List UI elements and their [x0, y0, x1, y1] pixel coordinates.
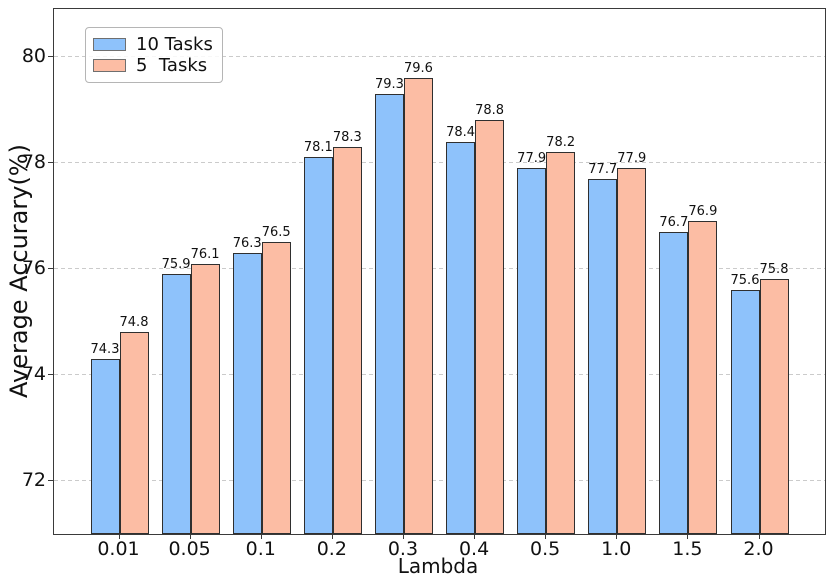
x-tick-label: 0.01	[97, 538, 140, 560]
bar-10-tasks	[517, 168, 547, 534]
x-tick-mark	[545, 534, 547, 539]
bar-10-tasks	[232, 252, 262, 534]
bar-10-tasks	[90, 359, 120, 534]
x-tick-label: 2.0	[743, 538, 774, 560]
bar-10-tasks	[303, 157, 333, 534]
bar-5-tasks	[688, 221, 718, 534]
bar-5-tasks	[617, 168, 647, 534]
bar-value-label: 78.8	[475, 103, 505, 119]
plot-area: 74.3 74.8 75.9 76.1 76.3 76.5 78.1 78.3 79.3 79.6…	[53, 8, 826, 535]
x-tick-label: 1.0	[601, 538, 632, 560]
y-tick-mark	[48, 373, 53, 375]
bar-value-label: 75.6	[730, 273, 760, 289]
x-tick-mark	[474, 534, 476, 539]
bar-5-tasks	[546, 152, 576, 534]
bar-value-label: 78.3	[332, 129, 362, 145]
x-tick-mark	[260, 534, 262, 539]
bar-value-label: 76.3	[232, 235, 262, 251]
legend-label: 5 Tasks	[136, 55, 208, 76]
x-tick-mark	[758, 534, 760, 539]
gridline	[54, 374, 825, 376]
y-tick-label: 78	[21, 150, 46, 173]
bar-value-label: 76.5	[261, 225, 291, 241]
bar-value-label: 78.4	[446, 124, 476, 140]
x-tick-mark	[118, 534, 120, 539]
x-tick-label: 1.5	[672, 538, 703, 560]
bar-5-tasks	[475, 120, 505, 534]
bar-10-tasks	[730, 290, 760, 534]
x-tick-mark	[616, 534, 618, 539]
bar-value-label: 78.1	[303, 140, 333, 156]
bar-5-tasks	[759, 279, 789, 534]
x-tick-mark	[402, 534, 404, 539]
bar-5-tasks	[119, 332, 149, 534]
legend-items: 10 Tasks 5 Tasks	[93, 34, 213, 76]
legend-item: 10 Tasks	[93, 34, 213, 55]
bar-value-label: 77.9	[617, 151, 647, 167]
bar-value-label: 76.9	[688, 204, 718, 220]
x-tick-mark	[331, 534, 333, 539]
y-tick-mark	[48, 161, 53, 163]
bar-value-label: 74.3	[90, 342, 120, 357]
y-tick-mark	[48, 55, 53, 57]
bar-value-label: 74.8	[119, 315, 149, 331]
x-tick-label: 0.5	[530, 538, 561, 560]
x-tick-mark	[687, 534, 689, 539]
bar-10-tasks	[659, 231, 689, 534]
x-tick-label: 0.4	[458, 538, 490, 560]
bar-value-label: 77.7	[588, 161, 618, 177]
bar-5-tasks	[190, 263, 220, 534]
y-tick-label: 72	[21, 468, 46, 491]
y-tick-mark	[48, 267, 53, 269]
y-tick-label: 74	[21, 362, 46, 385]
bar-5-tasks	[332, 146, 362, 534]
bar-5-tasks	[261, 242, 291, 534]
y-tick-mark	[48, 479, 53, 481]
gridline	[54, 162, 825, 164]
x-axis-label: Lambda	[397, 554, 479, 578]
bar-value-label: 78.2	[546, 135, 576, 151]
x-tick-label: 0.05	[168, 538, 211, 560]
bar-value-label: 77.9	[517, 151, 547, 167]
bar-5-tasks	[403, 77, 433, 534]
bar-10-tasks	[374, 93, 404, 534]
y-tick-label: 76	[21, 256, 46, 279]
gridline	[54, 268, 825, 270]
x-tick-label: 0.2	[316, 538, 347, 560]
gridline	[54, 480, 825, 482]
bar-value-label: 76.1	[190, 246, 220, 262]
y-tick-label: 80	[21, 44, 46, 67]
bar-10-tasks	[446, 141, 476, 534]
legend-swatch-icon	[93, 38, 126, 51]
legend-item: 5 Tasks	[93, 55, 213, 76]
bar-value-label: 75.8	[759, 262, 789, 278]
bar-value-label: 76.7	[659, 214, 689, 230]
bar-10-tasks	[161, 274, 191, 534]
legend: 10 Tasks 5 Tasks	[85, 27, 223, 83]
legend-label: 10 Tasks	[136, 34, 213, 55]
gridline	[54, 56, 825, 58]
bar-value-label: 79.3	[374, 76, 404, 92]
bar-value-label: 79.6	[403, 60, 433, 76]
legend-swatch-icon	[93, 59, 126, 72]
bar-value-label: 75.9	[161, 257, 191, 273]
x-tick-mark	[189, 534, 191, 539]
bar-10-tasks	[588, 178, 618, 534]
x-tick-label: 0.3	[387, 538, 419, 560]
x-tick-label: 0.1	[245, 538, 276, 560]
